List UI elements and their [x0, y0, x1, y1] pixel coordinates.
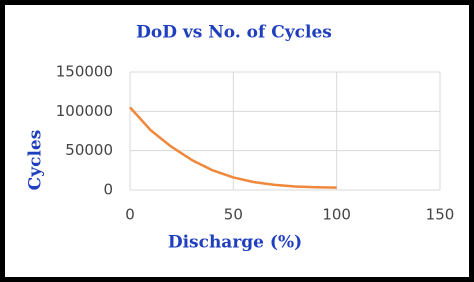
x-tick-label: 100 — [322, 206, 351, 224]
y-tick-label: 150000 — [56, 63, 113, 81]
chart-title: DoD vs No. of Cycles — [136, 23, 332, 43]
line — [129, 106, 337, 189]
y-axis-label: Cycles — [26, 130, 46, 191]
x-tick-label: 150 — [426, 206, 455, 224]
y-tick-label: 0 — [103, 181, 113, 199]
y-tick-label: 100000 — [56, 102, 113, 120]
x-tick-label: 0 — [125, 206, 135, 224]
x-axis-label: Discharge (%) — [168, 233, 302, 253]
y-tick-label: 50000 — [65, 141, 113, 159]
x-tick-label: 50 — [224, 206, 243, 224]
